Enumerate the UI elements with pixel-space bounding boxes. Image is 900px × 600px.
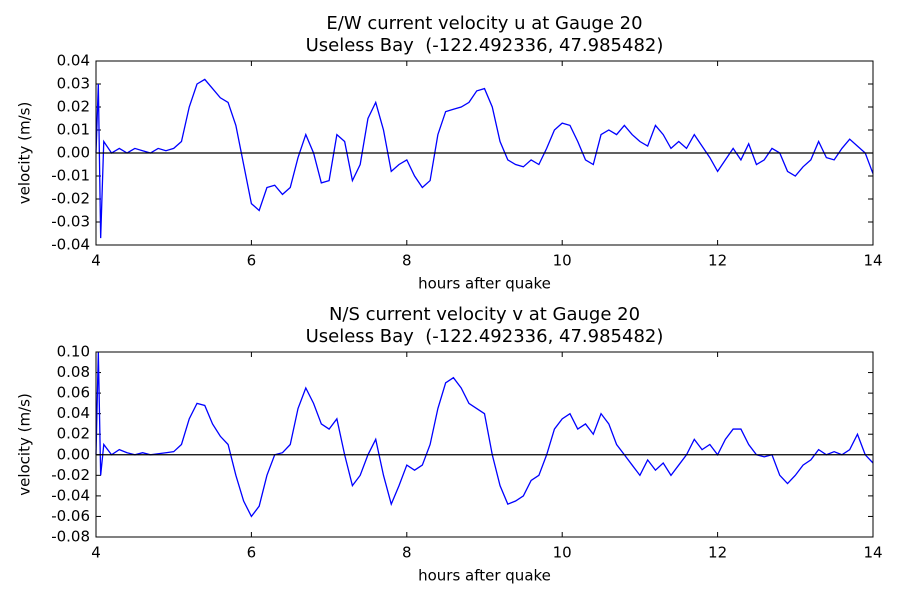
y-tick-label: -0.02 [51,190,90,208]
x-tick-label: 6 [247,252,257,270]
y-tick-label: 0.03 [57,75,90,93]
y-tick-label: -0.08 [51,528,90,546]
x-tick-label: 8 [402,544,412,562]
chart-subtitle: Useless Bay (-122.492336, 47.985482) [306,35,664,56]
y-tick-label: 0.04 [57,52,90,70]
x-tick-label: 10 [553,252,572,270]
x-tick-label: 12 [708,252,727,270]
plot-frame [95,60,874,246]
x-tick-label: 4 [91,252,101,270]
y-tick-label: 0.10 [57,343,90,361]
y-tick-label: -0.04 [51,236,90,254]
y-tick-label: 0.01 [57,121,90,139]
chart-title: E/W current velocity u at Gauge 20 [326,13,642,34]
x-tick-label: 14 [863,544,882,562]
x-tick-label: 6 [247,544,257,562]
chart-title: N/S current velocity v at Gauge 20 [329,304,640,325]
y-tick-label: -0.04 [51,486,90,504]
chart-subtitle: Useless Bay (-122.492336, 47.985482) [306,326,664,347]
y-tick-label: 0.00 [57,445,90,463]
x-tick-label: 12 [708,544,727,562]
x-tick-label: 10 [553,544,572,562]
plot-frame [95,351,874,538]
x-tick-label: 14 [863,252,882,270]
y-tick-label: -0.01 [51,167,90,185]
y-tick-label: -0.06 [51,507,90,525]
y-tick-label: 0.02 [57,98,90,116]
y-tick-label: -0.02 [51,466,90,484]
y-tick-label: 0.00 [57,144,90,162]
y-tick-label: 0.08 [57,363,90,381]
data-line [95,78,874,239]
y-tick-label: -0.03 [51,213,90,231]
x-axis-label: hours after quake [418,567,551,585]
y-axis-label: velocity (m/s) [16,102,34,205]
x-tick-label: 8 [402,252,412,270]
y-tick-label: 0.04 [57,404,90,422]
y-axis-label: velocity (m/s) [16,393,34,496]
x-axis-label: hours after quake [418,275,551,293]
y-tick-label: 0.06 [57,384,90,402]
data-line [95,351,874,518]
x-tick-label: 4 [91,544,101,562]
y-tick-label: 0.02 [57,425,90,443]
